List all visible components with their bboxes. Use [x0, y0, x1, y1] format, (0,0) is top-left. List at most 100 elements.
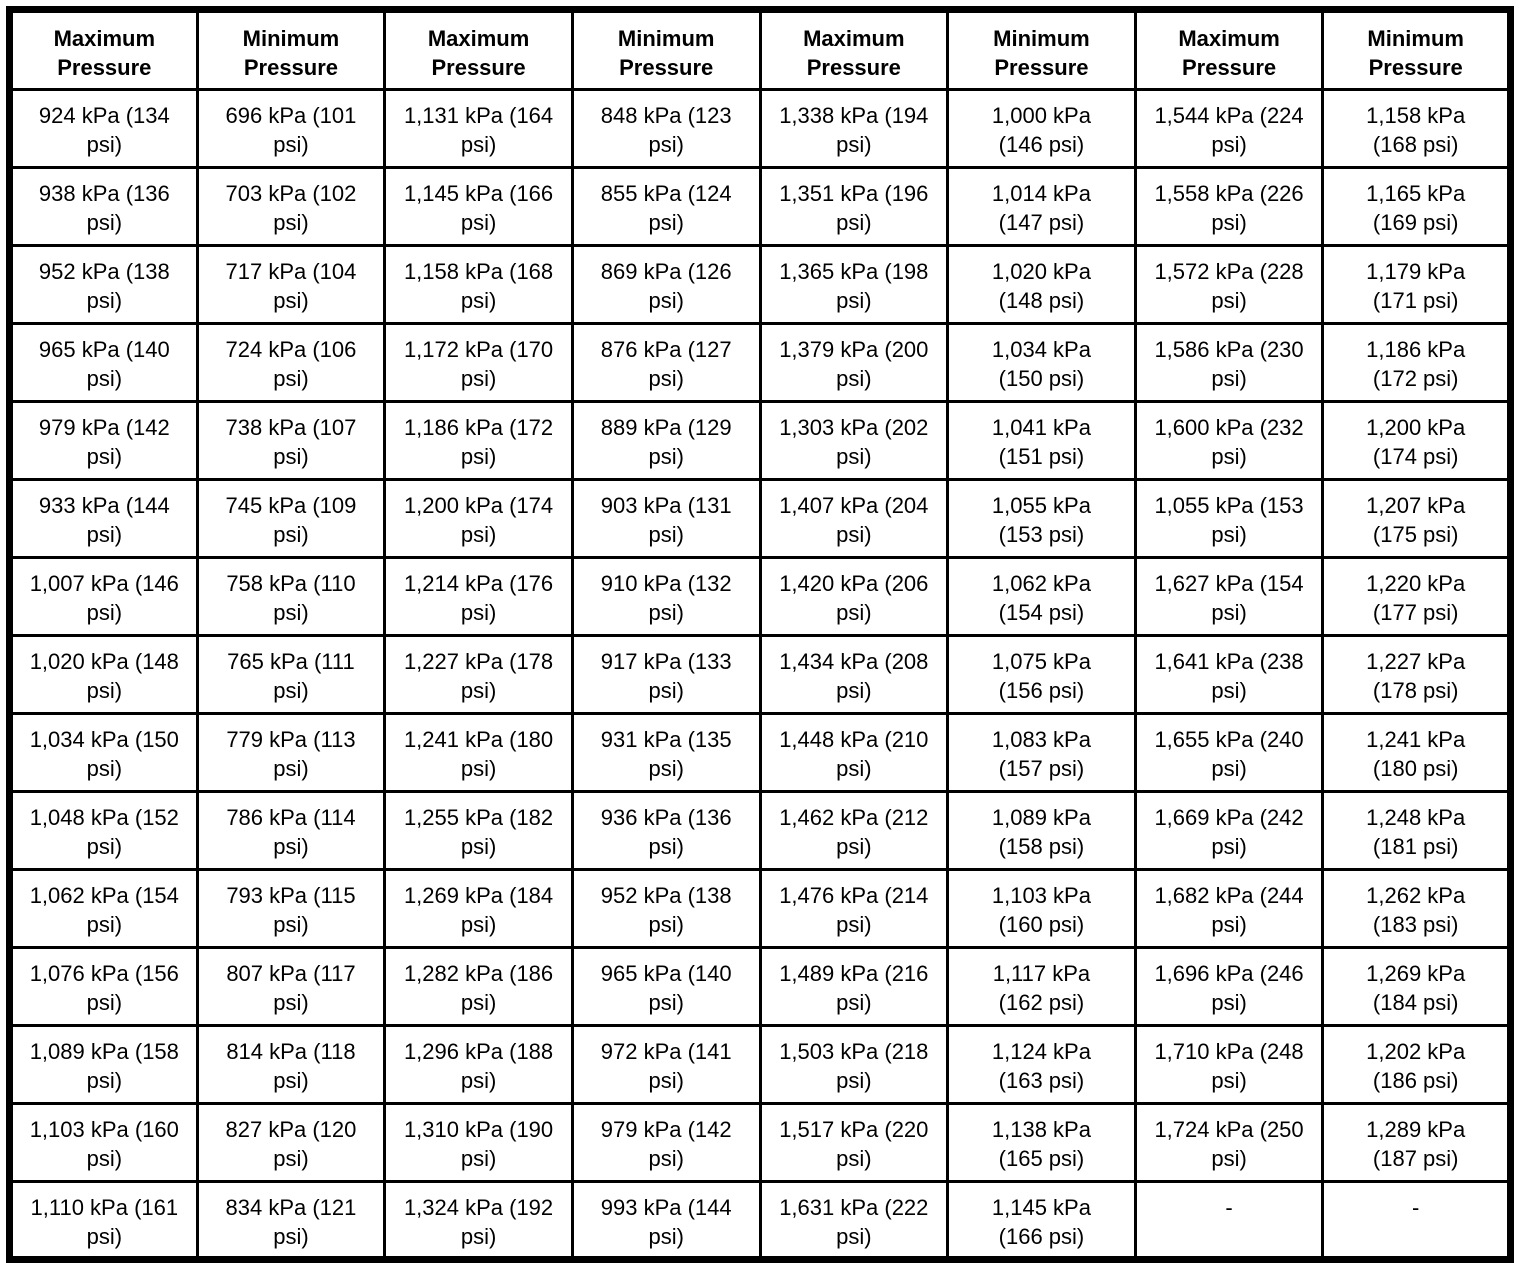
pressure-cell: 1,138 kPa (165 psi): [946, 1102, 1137, 1183]
pressure-cell: 1,158 kPa (168 psi): [383, 244, 574, 325]
pressure-cell: 910 kPa (132 psi): [570, 556, 762, 637]
header-row: Maximum Pressure Minimum Pressure Maximum …: [8, 8, 1512, 91]
pressure-cell: 1,186 kPa (172 psi): [383, 400, 574, 481]
pressure-cell: 1,269 kPa (184 psi): [383, 868, 574, 949]
table-body: 924 kPa (134 psi) 696 kPa (101 psi) 1,131 …: [8, 88, 1512, 1261]
tire-pressure-table: Maximum Pressure Minimum Pressure Maximum …: [6, 6, 1514, 1263]
pressure-cell: 1,324 kPa (192 psi): [383, 1180, 574, 1261]
pressure-cell: 952 kPa (138 psi): [8, 244, 199, 325]
pressure-cell: 924 kPa (134 psi): [8, 88, 199, 169]
pressure-cell: 855 kPa (124 psi): [570, 166, 762, 247]
pressure-cell: 1,200 kPa (174 psi): [383, 478, 574, 559]
column-header: Minimum Pressure: [946, 8, 1137, 91]
pressure-cell: 1,117 kPa (162 psi): [946, 946, 1137, 1027]
column-header: Maximum Pressure: [1133, 8, 1325, 91]
pressure-cell: 1,641 kPa (238 psi): [1133, 634, 1325, 715]
table-row: 1,103 kPa (160 psi) 827 kPa (120 psi) 1,31…: [8, 1102, 1512, 1183]
pressure-cell: 931 kPa (135 psi): [570, 712, 762, 793]
pressure-cell: 1,055 kPa (153 psi): [1133, 478, 1325, 559]
column-header: Maximum Pressure: [8, 8, 199, 91]
pressure-cell: 1,282 kPa (186 psi): [383, 946, 574, 1027]
pressure-cell: 1,172 kPa (170 psi): [383, 322, 574, 403]
pressure-cell: 936 kPa (136 psi): [570, 790, 762, 871]
column-header: Maximum Pressure: [383, 8, 574, 91]
pressure-cell: 1,407 kPa (204 psi): [758, 478, 950, 559]
pressure-cell: 1,262 kPa (183 psi): [1321, 868, 1512, 949]
pressure-cell: 814 kPa (118 psi): [195, 1024, 387, 1105]
pressure-cell: 1,558 kPa (226 psi): [1133, 166, 1325, 247]
pressure-cell: 1,696 kPa (246 psi): [1133, 946, 1325, 1027]
pressure-cell: 952 kPa (138 psi): [570, 868, 762, 949]
pressure-cell: 1,476 kPa (214 psi): [758, 868, 950, 949]
column-header: Minimum Pressure: [570, 8, 762, 91]
pressure-cell: 1,014 kPa (147 psi): [946, 166, 1137, 247]
pressure-cell: 1,296 kPa (188 psi): [383, 1024, 574, 1105]
pressure-cell: 1,351 kPa (196 psi): [758, 166, 950, 247]
pressure-cell: 696 kPa (101 psi): [195, 88, 387, 169]
pressure-cell: 1,503 kPa (218 psi): [758, 1024, 950, 1105]
pressure-cell: 1,020 kPa (148 psi): [946, 244, 1137, 325]
pressure-cell: 1,214 kPa (176 psi): [383, 556, 574, 637]
table-row: 1,076 kPa (156 psi) 807 kPa (117 psi) 1,28…: [8, 946, 1512, 1027]
table-row: 979 kPa (142 psi) 738 kPa (107 psi) 1,186 …: [8, 400, 1512, 481]
pressure-cell: 1,200 kPa (174 psi): [1321, 400, 1512, 481]
pressure-cell: 738 kPa (107 psi): [195, 400, 387, 481]
pressure-cell: 834 kPa (121 psi): [195, 1180, 387, 1261]
pressure-cell: 1,600 kPa (232 psi): [1133, 400, 1325, 481]
pressure-cell: 1,365 kPa (198 psi): [758, 244, 950, 325]
table-row: 1,034 kPa (150 psi) 779 kPa (113 psi) 1,24…: [8, 712, 1512, 793]
table-row: 1,020 kPa (148 psi) 765 kPa (111 psi) 1,22…: [8, 634, 1512, 715]
pressure-cell: -: [1321, 1180, 1512, 1261]
pressure-cell: 965 kPa (140 psi): [8, 322, 199, 403]
pressure-cell: 1,269 kPa (184 psi): [1321, 946, 1512, 1027]
pressure-cell: 917 kPa (133 psi): [570, 634, 762, 715]
pressure-cell: 876 kPa (127 psi): [570, 322, 762, 403]
pressure-cell: 1,379 kPa (200 psi): [758, 322, 950, 403]
pressure-cell: 1,158 kPa (168 psi): [1321, 88, 1512, 169]
pressure-cell: 1,669 kPa (242 psi): [1133, 790, 1325, 871]
pressure-cell: 972 kPa (141 psi): [570, 1024, 762, 1105]
table-header: Maximum Pressure Minimum Pressure Maximum …: [8, 8, 1512, 91]
pressure-cell: 1,062 kPa (154 psi): [8, 868, 199, 949]
table-row: 1,110 kPa (161 psi) 834 kPa (121 psi) 1,32…: [8, 1180, 1512, 1261]
pressure-cell: 1,110 kPa (161 psi): [8, 1180, 199, 1261]
table-row: 1,048 kPa (152 psi) 786 kPa (114 psi) 1,25…: [8, 790, 1512, 871]
pressure-cell: 1,572 kPa (228 psi): [1133, 244, 1325, 325]
pressure-cell: 1,186 kPa (172 psi): [1321, 322, 1512, 403]
pressure-cell: 933 kPa (144 psi): [8, 478, 199, 559]
pressure-cell: 965 kPa (140 psi): [570, 946, 762, 1027]
pressure-cell: 765 kPa (111 psi): [195, 634, 387, 715]
pressure-cell: 1,089 kPa (158 psi): [946, 790, 1137, 871]
pressure-cell: 1,434 kPa (208 psi): [758, 634, 950, 715]
pressure-cell: 1,124 kPa (163 psi): [946, 1024, 1137, 1105]
column-header: Minimum Pressure: [1321, 8, 1512, 91]
table-row: 938 kPa (136 psi) 703 kPa (102 psi) 1,145 …: [8, 166, 1512, 247]
pressure-cell: -: [1133, 1180, 1325, 1261]
pressure-cell: 1,083 kPa (157 psi): [946, 712, 1137, 793]
pressure-cell: 1,131 kPa (164 psi): [383, 88, 574, 169]
pressure-cell: 1,655 kPa (240 psi): [1133, 712, 1325, 793]
pressure-cell: 1,710 kPa (248 psi): [1133, 1024, 1325, 1105]
pressure-cell: 1,034 kPa (150 psi): [946, 322, 1137, 403]
pressure-cell: 1,310 kPa (190 psi): [383, 1102, 574, 1183]
pressure-cell: 1,034 kPa (150 psi): [8, 712, 199, 793]
pressure-cell: 1,075 kPa (156 psi): [946, 634, 1137, 715]
table-row: 1,089 kPa (158 psi) 814 kPa (118 psi) 1,29…: [8, 1024, 1512, 1105]
pressure-cell: 1,462 kPa (212 psi): [758, 790, 950, 871]
pressure-cell: 993 kPa (144 psi): [570, 1180, 762, 1261]
pressure-cell: 807 kPa (117 psi): [195, 946, 387, 1027]
pressure-cell: 1,724 kPa (250 psi): [1133, 1102, 1325, 1183]
pressure-cell: 1,000 kPa (146 psi): [946, 88, 1137, 169]
pressure-cell: 1,103 kPa (160 psi): [946, 868, 1137, 949]
table-row: 952 kPa (138 psi) 717 kPa (104 psi) 1,158 …: [8, 244, 1512, 325]
pressure-cell: 1,420 kPa (206 psi): [758, 556, 950, 637]
pressure-cell: 1,145 kPa (166 psi): [946, 1180, 1137, 1261]
pressure-cell: 1,448 kPa (210 psi): [758, 712, 950, 793]
pressure-cell: 979 kPa (142 psi): [8, 400, 199, 481]
pressure-cell: 724 kPa (106 psi): [195, 322, 387, 403]
pressure-cell: 1,089 kPa (158 psi): [8, 1024, 199, 1105]
pressure-cell: 1,207 kPa (175 psi): [1321, 478, 1512, 559]
pressure-cell: 1,682 kPa (244 psi): [1133, 868, 1325, 949]
pressure-cell: 1,517 kPa (220 psi): [758, 1102, 950, 1183]
